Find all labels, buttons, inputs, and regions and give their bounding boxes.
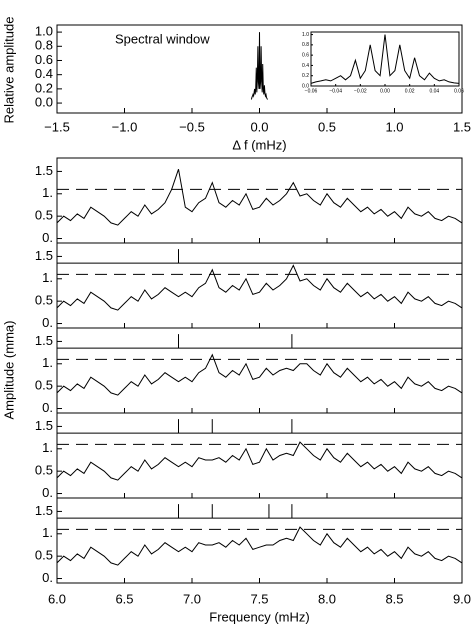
y-axis-label: Relative amplitude: [1, 17, 16, 124]
y-tick-label: 0.5: [35, 548, 53, 563]
inset-line: [310, 34, 460, 84]
y-tick-label: 0.5: [35, 378, 53, 393]
y-tick-label: 0.6: [35, 52, 53, 67]
x-tick-label: 1.0: [385, 119, 403, 134]
x-tick-label: 0.02: [405, 88, 415, 94]
y-tick-label: 0.6: [302, 52, 309, 58]
spectrum-line: [56, 441, 463, 481]
y-tick-label: 0.4: [302, 63, 309, 69]
y-tick-label: 1.5: [35, 503, 53, 518]
x-tick-label: −0.04: [329, 88, 342, 94]
x-tick-label: 0.06: [454, 88, 464, 94]
y-tick-label: 1.: [42, 355, 53, 370]
y-tick-label: 1.5: [35, 163, 53, 178]
y-tick-label: 0.: [42, 315, 53, 330]
x-tick-label: 7.5: [250, 591, 268, 606]
y-tick-label: 1.: [42, 270, 53, 285]
spectrum-line: [56, 169, 463, 226]
x-tick-label: 0.00: [380, 88, 390, 94]
y-tick-label: 0.5: [35, 463, 53, 478]
x-tick-label: −0.06: [305, 88, 318, 94]
y-tick-label: 1.0: [35, 24, 53, 39]
y-tick-label: 1.: [42, 525, 53, 540]
x-tick-label: −0.02: [354, 88, 367, 94]
x-tick-label: 0.5: [318, 119, 336, 134]
y-tick-label: 0.2: [302, 73, 309, 79]
y-tick-label: 1.: [42, 185, 53, 200]
y-tick-label: 1.5: [35, 248, 53, 263]
x-axis-label: Frequency (mHz): [209, 609, 309, 624]
x-axis-label: Δ f (mHz): [232, 137, 286, 152]
x-tick-label: 8.5: [385, 591, 403, 606]
y-tick-label: 1.: [42, 440, 53, 455]
window-line: [250, 32, 269, 100]
x-tick-label: 0.04: [429, 88, 439, 94]
y-tick-label: 0.: [42, 230, 53, 245]
y-tick-label: 0.0: [35, 95, 53, 110]
plot-frame: [56, 497, 463, 584]
y-tick-label: 0.5: [35, 293, 53, 308]
x-tick-label: 6.0: [48, 591, 66, 606]
x-tick-label: 1.5: [453, 119, 471, 134]
annotation: Spectral window: [115, 31, 210, 46]
x-tick-label: 9.0: [453, 591, 471, 606]
y-tick-label: 0.: [42, 570, 53, 585]
y-tick-label: 0.4: [35, 66, 53, 81]
plot-frame: [56, 242, 463, 329]
spectrum-line: [56, 353, 463, 396]
y-tick-label: 0.2: [35, 80, 53, 95]
x-tick-label: −1.0: [112, 119, 138, 134]
y-tick-label: 0.8: [35, 38, 53, 53]
y-tick-label: 1.0: [302, 32, 309, 38]
y-tick-label: 0.5: [35, 208, 53, 223]
y-tick-label: 0.8: [302, 42, 309, 48]
y-tick-label: 1.5: [35, 418, 53, 433]
plot-frame: [310, 31, 460, 87]
plot-frame: [56, 327, 463, 414]
y-tick-label: 0.: [42, 400, 53, 415]
y-axis-label: Amplitude (mma): [1, 321, 16, 420]
x-tick-label: 0.0: [250, 119, 268, 134]
x-tick-label: −0.5: [179, 119, 205, 134]
plot-frame: [56, 412, 463, 499]
y-tick-label: 0.: [42, 485, 53, 500]
x-tick-label: −1.5: [44, 119, 70, 134]
plot-frame: [56, 157, 463, 244]
x-tick-label: 8.0: [318, 591, 336, 606]
y-tick-label: 1.5: [35, 333, 53, 348]
x-tick-label: 6.5: [115, 591, 133, 606]
x-tick-label: 7.0: [183, 591, 201, 606]
spectrum-line: [56, 264, 463, 311]
spectrum-line: [56, 526, 463, 566]
y-tick-label: 0.0: [302, 83, 309, 89]
